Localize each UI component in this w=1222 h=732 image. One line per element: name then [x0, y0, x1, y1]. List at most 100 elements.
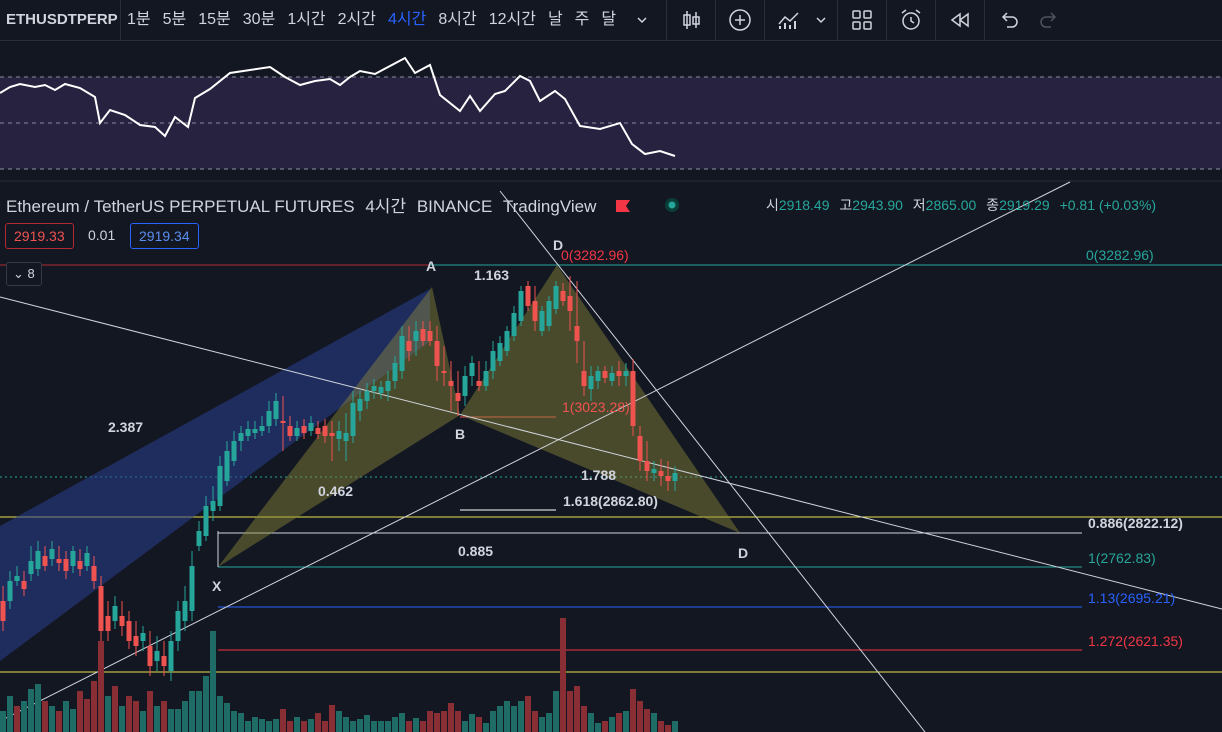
volume-bar: [203, 676, 209, 732]
candle-body: [217, 466, 223, 506]
candle-body: [14, 576, 20, 581]
candle-body: [42, 556, 48, 566]
volume-bar: [588, 713, 594, 732]
chevron-down-icon[interactable]: [622, 0, 662, 40]
candle-body: [133, 636, 139, 646]
interval-8[interactable]: 12시간: [488, 11, 536, 28]
market-status-icon[interactable]: [664, 197, 680, 218]
volume-bar: [553, 691, 559, 732]
interval-5[interactable]: 2시간: [337, 11, 376, 28]
high-value: 2943.90: [852, 197, 903, 213]
interval-11[interactable]: 달: [601, 11, 617, 28]
candle-body: [294, 428, 300, 436]
volume-bar: [147, 691, 153, 732]
candle-body: [119, 616, 125, 626]
volume-bar: [567, 691, 573, 732]
candle-body: [238, 433, 244, 441]
candle-chart-type-icon[interactable]: [671, 0, 711, 40]
sell-price-button[interactable]: 2919.33: [5, 223, 74, 249]
interval-9[interactable]: 날: [547, 11, 563, 28]
chart-legend: Ethereum / TetherUS PERPETUAL FUTURES 4시…: [6, 192, 686, 218]
volume-bar: [77, 691, 83, 732]
indicators-collapse-button[interactable]: ⌄ 8: [6, 262, 42, 286]
pattern-point-d-top: D: [553, 237, 564, 253]
volume-bar: [245, 721, 251, 732]
volume-bar: [329, 705, 335, 732]
interval-2[interactable]: 15분: [198, 11, 231, 28]
redo-icon[interactable]: [1029, 0, 1069, 40]
price-chart[interactable]: [0, 41, 1222, 732]
candle-body: [245, 429, 251, 436]
flag-icon[interactable]: [615, 198, 631, 218]
volume-bar: [315, 713, 321, 732]
volume-bar: [301, 721, 307, 732]
volume-bar: [539, 717, 545, 732]
chevron-down-icon[interactable]: [809, 0, 833, 40]
add-compare-icon[interactable]: [720, 0, 760, 40]
volume-bar: [490, 711, 496, 732]
candle-body: [476, 381, 482, 386]
volume-bar: [154, 706, 160, 732]
candle-body: [287, 426, 293, 436]
interval-0[interactable]: 1분: [127, 11, 151, 28]
layout-grid-icon[interactable]: [842, 0, 882, 40]
level-label: 1.618(2862.80): [563, 493, 658, 509]
candle-body: [595, 371, 601, 381]
volume-bar: [287, 721, 293, 732]
interval-3[interactable]: 30분: [242, 11, 276, 28]
candle-body: [609, 373, 615, 381]
candle-body: [315, 428, 321, 434]
volume-bar: [399, 713, 405, 732]
volume-bar: [294, 717, 300, 732]
candle-body: [273, 401, 279, 419]
legend-interval: 4시간: [365, 197, 407, 216]
volume-bar: [441, 711, 447, 732]
candle-body: [413, 331, 419, 341]
symbol-search[interactable]: ETHUSDTPERP: [0, 0, 121, 40]
candle-body: [28, 561, 34, 574]
interval-1[interactable]: 5분: [162, 11, 187, 28]
pattern-fill: [460, 265, 740, 533]
volume-bar: [182, 701, 188, 732]
volume-bar: [476, 717, 482, 732]
volume-bar: [518, 701, 524, 732]
ohlc-values: 시2918.49 고2943.90 저2865.00 종2919.29 +0.8…: [766, 197, 1157, 213]
volume-bar: [392, 717, 398, 732]
indicators-icon[interactable]: [769, 0, 809, 40]
alarm-clock-icon[interactable]: [891, 0, 931, 40]
volume-bar: [658, 721, 664, 732]
volume-bar: [672, 721, 678, 732]
legend-source: TradingView: [502, 197, 597, 216]
candle-body: [147, 646, 153, 666]
volume-bar: [560, 618, 566, 732]
legend-title: Ethereum / TetherUS PERPETUAL FUTURES: [6, 197, 355, 216]
ratio-label: 1.788: [581, 467, 617, 483]
volume-bar: [371, 721, 377, 732]
chart-area[interactable]: Ethereum / TetherUS PERPETUAL FUTURES 4시…: [0, 41, 1222, 732]
rsi-line: [0, 56, 676, 157]
interval-6[interactable]: 4시간: [388, 11, 427, 28]
volume-bar: [623, 711, 629, 732]
volume-bar: [448, 703, 454, 732]
volume-bar: [133, 701, 139, 732]
close-value: 2919.29: [999, 197, 1050, 213]
top-toolbar: ETHUSDTPERP 1분 5분 15분 30분 1시간 2시간 4시간 8시간 12시간 날 주…: [0, 0, 1222, 41]
ratio-label: 2.387: [108, 419, 144, 435]
volume-bar: [350, 721, 356, 732]
volume-bar: [483, 723, 489, 732]
candle-body: [385, 381, 391, 391]
undo-icon[interactable]: [989, 0, 1029, 40]
candle-body: [70, 551, 76, 566]
volume-bar: [56, 711, 62, 732]
interval-4[interactable]: 1시간: [287, 11, 326, 28]
buy-price-button[interactable]: 2919.34: [130, 223, 199, 249]
interval-10[interactable]: 주: [574, 11, 590, 28]
volume-bar: [616, 713, 622, 732]
volume-bar: [175, 709, 181, 732]
candle-body: [84, 553, 90, 566]
replay-icon[interactable]: [940, 0, 980, 40]
candle-body: [357, 399, 363, 411]
candle-body: [308, 423, 314, 431]
interval-7[interactable]: 8시간: [438, 11, 477, 28]
volume-bar: [574, 686, 580, 732]
